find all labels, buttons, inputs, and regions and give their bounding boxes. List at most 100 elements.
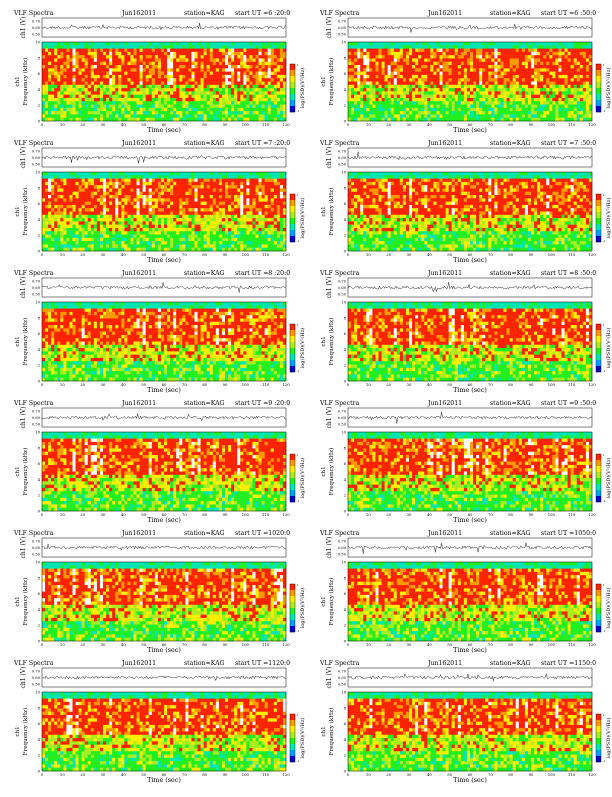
time-axis-label: Time (sec): [453, 646, 487, 654]
voltage-axis-label: ch1 (V): [20, 537, 27, 559]
frequency-tick-label: 10: [35, 560, 40, 565]
voltage-tick-label: 0.60: [338, 546, 347, 550]
spectrogram-cells: [42, 432, 286, 511]
spectrogram-channel-label: ch1: [321, 596, 327, 606]
frequency-tick-label: 8: [38, 315, 41, 320]
frequency-tick-label: 10: [35, 170, 40, 175]
time-tick-label: 40: [121, 122, 126, 127]
time-tick-label: 10: [366, 642, 371, 647]
colorbar-segment: [596, 94, 601, 100]
spectrogram-channel-label: ch1: [15, 466, 21, 476]
time-tick-label: 70: [488, 252, 493, 257]
time-tick-label: 80: [202, 252, 207, 257]
frequency-tick-label: 4: [38, 477, 41, 482]
time-axis-label: Time (sec): [147, 646, 181, 654]
spectrogram-panel: VLF Spectra Jun162011 station=KAG start UT …: [13, 400, 306, 524]
voltage-frame: [42, 408, 286, 427]
frequency-tick-label: 10: [35, 430, 40, 435]
time-tick-label: 110: [262, 252, 270, 257]
time-tick-label: 110: [262, 642, 270, 647]
colorbar-segment: [290, 106, 295, 112]
colorbar-tick-label: 1: [603, 453, 605, 457]
panel-station: station=KAG: [490, 400, 531, 407]
colorbar-segment: [290, 732, 295, 738]
colorbar-segment: [290, 738, 295, 744]
time-tick-label: 20: [386, 512, 391, 517]
frequency-tick-label: 6: [344, 591, 347, 596]
colorbar-segment: [290, 200, 295, 206]
colorbar-segment: [596, 200, 601, 206]
frequency-tick-label: 8: [344, 55, 347, 60]
time-tick-label: 70: [182, 122, 187, 127]
colorbar-segment: [596, 366, 601, 372]
frequency-tick-label: 8: [344, 445, 347, 450]
panel-station: station=KAG: [490, 530, 531, 537]
colorbar-segment: [596, 732, 601, 738]
time-tick-label: 40: [121, 772, 126, 777]
frequency-tick-label: 8: [38, 445, 41, 450]
time-tick-label: 20: [80, 382, 85, 387]
colorbar-segment: [290, 466, 295, 472]
time-tick-label: 70: [182, 512, 187, 517]
colorbar-segment: [290, 366, 295, 372]
frequency-tick-label: 2: [38, 623, 41, 628]
frequency-axis-label: Frequency (kHz): [22, 708, 29, 756]
colorbar-segment: [596, 490, 601, 496]
frequency-tick-label: 4: [38, 217, 41, 222]
colorbar-segment: [596, 460, 601, 466]
spectrogram-cells: [42, 42, 286, 121]
colorbar-segment: [596, 478, 601, 484]
colorbar-label: log(PSD)(V²/Hz): [605, 198, 612, 239]
colorbar-tick-label: -1: [603, 759, 606, 763]
frequency-tick-label: 2: [38, 233, 41, 238]
frequency-tick-label: 6: [38, 331, 41, 336]
time-tick-label: 90: [223, 252, 228, 257]
panel-station: station=KAG: [184, 270, 225, 277]
time-tick-label: 30: [407, 512, 412, 517]
voltage-tick-label: 0.50: [32, 163, 41, 167]
time-tick-label: 30: [407, 642, 412, 647]
time-tick-label: 110: [568, 642, 576, 647]
time-tick-label: 40: [427, 252, 432, 257]
time-tick-label: 30: [407, 772, 412, 777]
time-tick-label: 0: [347, 512, 350, 517]
frequency-tick-label: 10: [341, 300, 346, 305]
panel-start-ut: start UT =1150:0: [541, 660, 596, 667]
time-tick-label: 10: [60, 512, 65, 517]
panel-start-ut: start UT =1020:0: [235, 530, 290, 537]
spectrogram-channel-label: ch1: [15, 596, 21, 606]
frequency-tick-label: 8: [38, 705, 41, 710]
colorbar-segment: [290, 590, 295, 596]
voltage-tick-label: 0.60: [32, 286, 41, 290]
spectrogram-channel-label: ch1: [15, 726, 21, 736]
spectrogram-panel: VLF Spectra Jun162011 station=KAG start UT …: [319, 660, 612, 784]
voltage-tick-label: 0.70: [32, 540, 41, 544]
time-tick-label: 110: [262, 772, 270, 777]
voltage-tick-label: 0.50: [338, 683, 347, 687]
frequency-tick-label: 6: [344, 201, 347, 206]
panel-station: station=KAG: [184, 530, 225, 537]
colorbar-label: log(PSD)(V²/Hz): [299, 718, 306, 759]
voltage-axis-label: ch1 (V): [326, 407, 333, 429]
frequency-tick-label: 10: [35, 300, 40, 305]
time-tick-label: 90: [223, 512, 228, 517]
frequency-axis-label: Frequency (kHz): [328, 578, 335, 626]
spectrogram-panel: VLF Spectra Jun162011 station=KAG start UT …: [319, 270, 612, 394]
voltage-axis-label: ch1 (V): [326, 667, 333, 689]
time-tick-label: 120: [282, 252, 290, 257]
voltage-tick-label: 0.60: [338, 26, 347, 30]
time-tick-label: 40: [121, 252, 126, 257]
colorbar-segment: [290, 626, 295, 632]
voltage-axis-label: ch1 (V): [20, 667, 27, 689]
time-tick-label: 50: [141, 382, 146, 387]
colorbar-segment: [290, 88, 295, 94]
colorbar-segment: [290, 496, 295, 502]
time-tick-label: 110: [568, 512, 576, 517]
colorbar-segment: [290, 614, 295, 620]
time-tick-label: 30: [101, 512, 106, 517]
voltage-tick-label: 0.70: [338, 150, 347, 154]
panel-title: VLF Spectra: [319, 400, 360, 407]
time-tick-label: 70: [182, 642, 187, 647]
voltage-axis-label: ch1 (V): [326, 147, 333, 169]
